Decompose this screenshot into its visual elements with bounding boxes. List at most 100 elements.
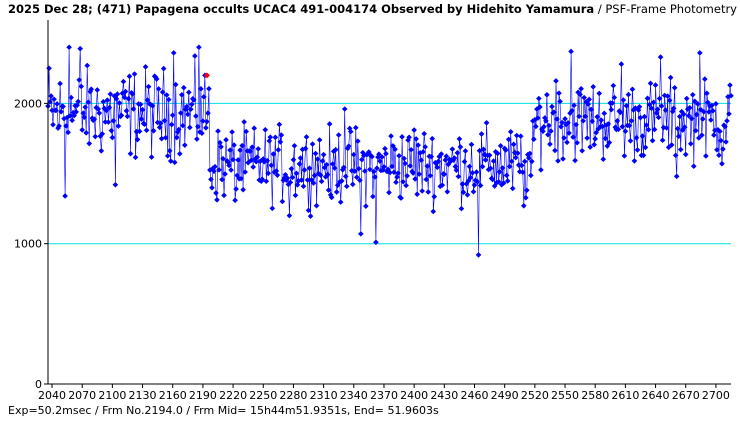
data-point — [702, 76, 708, 82]
data-point — [331, 165, 338, 171]
data-point — [565, 120, 571, 126]
data-point — [204, 118, 210, 125]
data-point — [338, 178, 345, 184]
data-point — [428, 153, 435, 160]
data-point — [299, 146, 306, 153]
data-point — [659, 137, 666, 144]
data-point — [513, 132, 520, 139]
x-tick-label: 2400 — [400, 389, 428, 402]
data-point — [500, 180, 507, 186]
data-point — [376, 151, 382, 158]
data-point — [714, 146, 720, 153]
data-point — [549, 103, 555, 110]
data-point — [433, 160, 440, 167]
data-point — [127, 150, 134, 157]
data-point — [387, 169, 393, 176]
data-point — [572, 157, 578, 164]
data-point — [91, 116, 98, 122]
data-point — [402, 160, 408, 167]
data-point — [685, 113, 692, 119]
data-point — [404, 173, 410, 179]
data-point — [499, 165, 506, 171]
data-point — [633, 135, 640, 141]
data-point — [130, 106, 137, 112]
data-point — [472, 177, 479, 184]
data-point — [541, 124, 547, 130]
data-point — [80, 110, 87, 116]
data-point — [65, 129, 71, 136]
data-point — [219, 176, 225, 183]
data-point — [410, 170, 416, 176]
data-point — [112, 181, 119, 188]
data-point — [158, 135, 165, 142]
data-point — [568, 48, 574, 55]
data-point — [601, 110, 608, 117]
data-point — [548, 128, 554, 134]
data-point — [155, 86, 162, 92]
data-point — [50, 121, 56, 128]
y-tick-label: 0 — [35, 378, 42, 391]
data-point — [538, 167, 544, 173]
data-point — [49, 107, 55, 114]
data-point — [278, 132, 285, 138]
data-point — [327, 192, 334, 198]
x-tick-label: 2580 — [581, 389, 609, 402]
data-point — [229, 129, 235, 135]
data-point — [251, 125, 258, 132]
data-point — [528, 172, 534, 179]
data-point — [570, 134, 576, 140]
data-point — [88, 86, 95, 93]
data-point — [586, 96, 592, 103]
data-point — [709, 102, 715, 109]
data-point — [622, 128, 629, 135]
data-point — [623, 102, 630, 109]
data-point — [77, 45, 83, 52]
data-point — [73, 109, 79, 115]
data-point — [103, 107, 110, 114]
data-point — [602, 135, 609, 142]
data-point — [148, 154, 155, 160]
data-point — [267, 134, 274, 140]
data-point — [449, 146, 456, 152]
data-point — [520, 203, 527, 209]
data-point — [165, 96, 172, 103]
data-point — [594, 114, 601, 120]
data-point — [494, 150, 501, 157]
data-point — [491, 183, 498, 189]
data-point — [184, 103, 190, 110]
x-tick-label: 2280 — [279, 389, 307, 402]
data-point — [675, 133, 682, 140]
data-point — [560, 156, 566, 162]
data-point — [692, 127, 699, 134]
data-point — [168, 121, 175, 128]
data-point — [303, 134, 310, 140]
data-point — [179, 122, 186, 129]
data-point — [506, 163, 513, 170]
data-point — [629, 86, 636, 93]
data-point — [405, 137, 411, 143]
data-point — [275, 147, 282, 153]
x-tick-label: 2160 — [159, 389, 187, 402]
data-point — [118, 112, 125, 119]
data-point — [480, 146, 487, 153]
data-point — [399, 134, 405, 140]
data-point — [69, 117, 75, 124]
data-point — [247, 148, 253, 154]
data-point — [318, 178, 325, 185]
data-point — [369, 153, 375, 160]
data-point — [591, 141, 597, 148]
data-point — [292, 192, 299, 199]
data-point — [434, 164, 441, 171]
data-point — [436, 153, 443, 160]
data-point — [326, 121, 333, 127]
data-point — [250, 164, 257, 170]
data-point — [654, 106, 661, 113]
data-point — [159, 89, 166, 95]
data-point — [657, 54, 664, 60]
data-point — [442, 157, 449, 163]
data-point — [443, 153, 450, 159]
data-point — [170, 50, 177, 56]
data-point — [459, 181, 466, 187]
data-point — [335, 132, 342, 138]
data-point — [296, 161, 303, 167]
